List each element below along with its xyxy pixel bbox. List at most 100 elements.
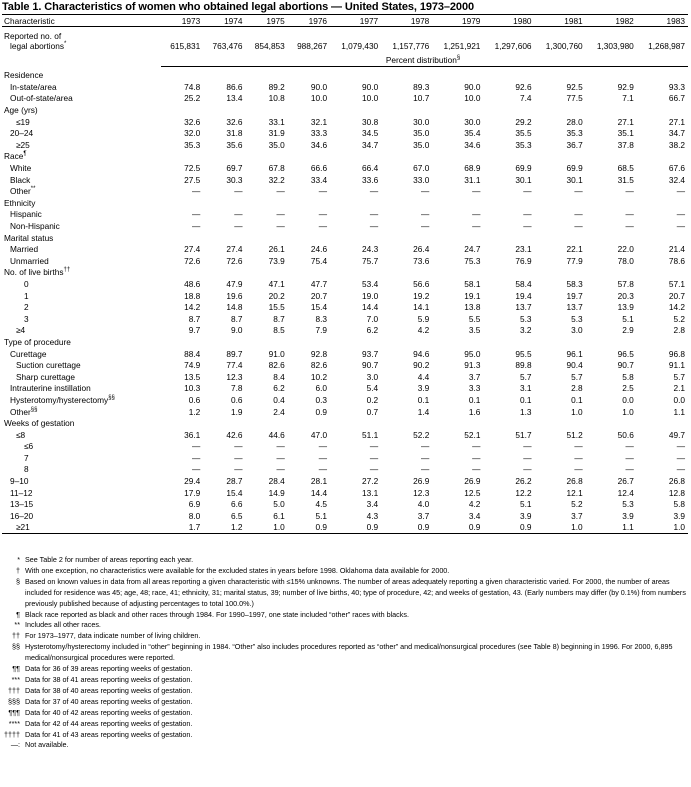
header-year: 1983 xyxy=(636,14,688,27)
row-label: 1 xyxy=(2,290,161,302)
footnote-mark: §§ xyxy=(108,394,115,401)
cell-value: 12.3 xyxy=(413,487,430,498)
footnote: * See Table 2 for number of areas reporti… xyxy=(4,555,688,566)
cell-value: 10.0 xyxy=(310,93,328,104)
empty-cell xyxy=(330,232,381,244)
cell-value: 3.9 xyxy=(520,510,532,521)
cell-value: 72.6 xyxy=(184,255,201,266)
reported-value: 763,476 xyxy=(212,41,243,51)
cell-value: 5.7 xyxy=(571,371,583,382)
cell-value: 52.1 xyxy=(464,429,481,440)
cell-value: 5.3 xyxy=(622,499,634,510)
row-label: Out-of-state/area xyxy=(2,93,161,105)
cell-value: 75.7 xyxy=(362,255,379,266)
footnote-text: Hysterotomy/hysterectomy included in “ot… xyxy=(25,642,673,663)
cell-value: 32.0 xyxy=(184,128,201,139)
table-row: Black 27.5 30.3 32.2 33.4 33.6 33.0 31.1 30.1 30.… xyxy=(2,174,688,186)
cell-value: 6.2 xyxy=(366,325,379,336)
cell-value: — xyxy=(472,464,481,475)
row-label-text: ≤19 xyxy=(16,116,30,127)
empty-cell xyxy=(288,67,330,82)
table-row: 16–20 8.0 6.5 6.1 5.1 4.3 3.7 3.4 3.9 3.7 3.9 3.9 xyxy=(2,510,688,522)
table-row: Sharp curettage 13.5 12.3 8.4 10.2 3.0 4.4 3.7 5… xyxy=(2,371,688,383)
cell-value: 12.5 xyxy=(464,487,481,498)
row-label-text: 11–12 xyxy=(10,487,33,498)
footnotes: * See Table 2 for number of areas reporti… xyxy=(4,555,688,751)
row-label-text: Out-of-state/area xyxy=(10,93,73,104)
cell-value: 4.4 xyxy=(417,371,430,382)
cell-value: 0.6 xyxy=(188,394,201,405)
cell-value: — xyxy=(574,441,583,452)
empty-cell xyxy=(535,151,586,163)
cell-value: 1.3 xyxy=(520,406,532,417)
cell-value: — xyxy=(369,441,379,452)
table-row: Unmarried 72.6 72.6 73.9 75.4 75.7 73.6 75.3 76.… xyxy=(2,255,688,267)
cell-value: 96.5 xyxy=(617,348,634,359)
header-year: 1981 xyxy=(534,14,586,27)
empty-cell xyxy=(483,67,534,82)
empty-cell xyxy=(288,417,330,429)
cell-value: 7.1 xyxy=(622,93,634,104)
cell-value: 90.7 xyxy=(617,360,634,371)
empty-cell xyxy=(381,67,432,82)
cell-value: 58.1 xyxy=(464,278,481,289)
cell-value: 6.0 xyxy=(315,383,328,394)
row-label: Residence xyxy=(2,67,161,82)
cell-value: 7.8 xyxy=(230,383,243,394)
cell-value: 5.5 xyxy=(468,313,481,324)
cell-value: 24.6 xyxy=(310,244,328,255)
cell-value: — xyxy=(276,209,285,220)
cell-value: 0.4 xyxy=(273,394,285,405)
empty-cell xyxy=(381,417,432,429)
cell-value: — xyxy=(523,221,532,232)
cell-value: 5.3 xyxy=(571,313,583,324)
cell-value: 8.7 xyxy=(188,313,201,324)
reported-value: 1,157,776 xyxy=(392,41,430,51)
row-label-text: 2 xyxy=(24,302,29,313)
row-label-text: Age (yrs) xyxy=(4,105,38,116)
cell-value: — xyxy=(191,209,201,220)
empty-cell xyxy=(586,267,637,279)
cell-value: 35.3 xyxy=(184,139,201,150)
table-row: 8 — — — — — — — — — — — xyxy=(2,464,688,476)
table-row: Other§§ 1.2 1.9 2.4 0.9 0.7 1.4 1.6 1.3 1.0 1.0 1.1 xyxy=(2,406,688,418)
footnote: § Based on known values in data from all … xyxy=(4,577,688,610)
reported-label-line1: Reported no. of xyxy=(4,31,62,41)
cell-value: 95.5 xyxy=(515,348,532,359)
cell-value: 67.0 xyxy=(413,163,430,174)
row-label: Other§§ xyxy=(2,406,161,418)
row-label: Non-Hispanic xyxy=(2,220,161,232)
empty-cell xyxy=(432,232,483,244)
footnote: †† For 1973–1977, data indicate number of… xyxy=(4,631,688,642)
cell-value: — xyxy=(191,441,201,452)
cell-value: — xyxy=(625,452,634,463)
header-year: 1977 xyxy=(330,14,382,27)
table-row: Residence xyxy=(2,67,688,82)
cell-value: — xyxy=(191,464,201,475)
cell-value: 23.1 xyxy=(515,244,532,255)
footnote-text: Data for 41 of 43 areas reporting weeks … xyxy=(25,729,193,739)
row-label-text: Type of procedure xyxy=(4,336,71,347)
cell-value: — xyxy=(472,221,481,232)
footnote-mark: ¶¶ xyxy=(12,664,20,674)
cell-value: 89.8 xyxy=(515,360,532,371)
row-label: Hysterotomy/hysterectomy§§ xyxy=(2,394,161,406)
cell-value: 90.7 xyxy=(362,360,379,371)
cell-value: 10.8 xyxy=(268,93,285,104)
footnote-mark: ¶¶¶ xyxy=(8,707,20,717)
cell-value: 2.1 xyxy=(673,383,685,394)
footnote-text: Data for 36 of 39 areas reporting weeks … xyxy=(25,664,193,674)
footnote: † With one exception, no characteristics … xyxy=(4,566,688,577)
header-year: 1980 xyxy=(483,14,535,27)
cell-value: 1.0 xyxy=(622,406,634,417)
cell-value: 3.7 xyxy=(417,510,430,521)
footnote-mark: * xyxy=(17,555,20,564)
reported-value: 1,300,760 xyxy=(545,41,583,51)
cell-value: — xyxy=(421,209,430,220)
table-row: Ethnicity xyxy=(2,197,688,209)
row-label-text: Curettage xyxy=(10,348,47,359)
cell-value: 13.8 xyxy=(464,302,481,313)
table-row: 1 18.8 19.6 20.2 20.7 19.0 19.2 19.1 19.4 19.7 20.… xyxy=(2,290,688,302)
empty-cell xyxy=(586,336,637,348)
empty-cell xyxy=(330,417,381,429)
